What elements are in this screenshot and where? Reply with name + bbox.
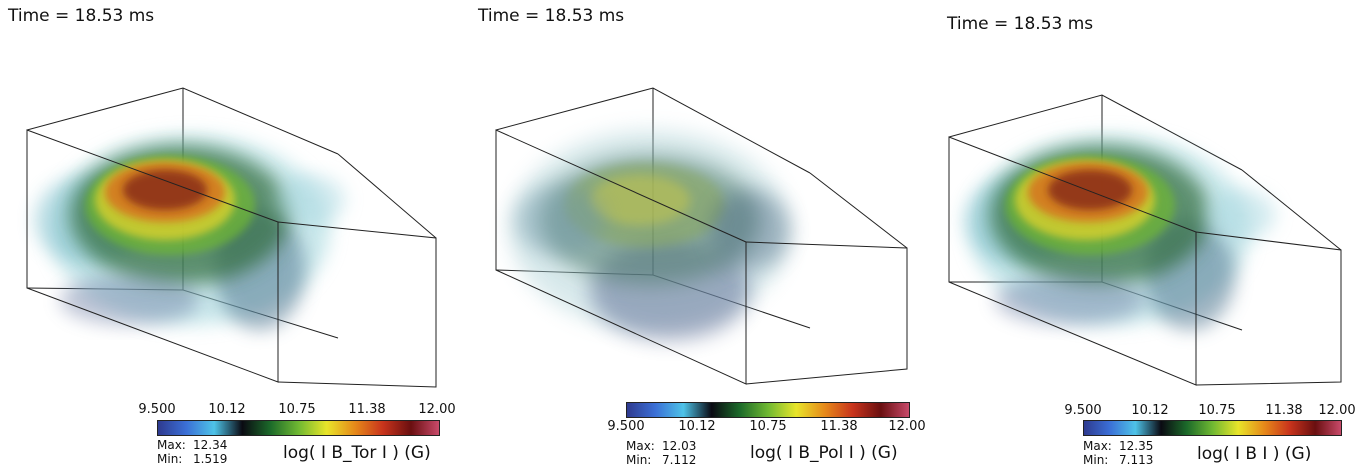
max-value: 12.35	[1119, 439, 1154, 453]
time-label: Time = 18.53 ms	[478, 6, 625, 26]
scale-tick-2: 10.75	[1198, 403, 1236, 418]
min-value: 7.113	[1119, 453, 1154, 467]
scale-tick-0: 9.500	[1064, 403, 1102, 418]
color-scale-gradient	[158, 421, 439, 435]
variable-label: log( I B_Pol I ) (G)	[750, 443, 898, 463]
scale-tick-0: 9.500	[138, 402, 176, 417]
min-label: Min:	[626, 453, 652, 467]
scale-tick-3: 11.38	[1265, 403, 1303, 418]
max-readout: Max: 12.35	[1083, 440, 1153, 453]
panel-btotal: Time = 18.53 ms 9.500	[940, 0, 1371, 471]
max-value: 12.03	[662, 439, 697, 453]
variable-label: log( I B_Tor I ) (G)	[283, 443, 431, 463]
min-label: Min:	[157, 452, 183, 466]
max-label: Max:	[1083, 439, 1112, 453]
variable-label: log( I B I ) (G)	[1197, 444, 1312, 464]
max-readout: Max: 12.34	[157, 439, 227, 452]
volume-render	[948, 94, 1342, 386]
color-scale-bar	[1083, 420, 1342, 436]
magnetic-field-volume	[510, 130, 790, 340]
scale-tick-0: 9.500	[607, 419, 645, 434]
magnetic-field-volume	[965, 135, 1275, 330]
color-scale-bar	[157, 420, 440, 436]
scale-tick-2: 10.75	[749, 419, 787, 434]
color-scale-bar	[626, 402, 910, 418]
volume-render	[26, 87, 437, 388]
panel-bpol: Time = 18.53 ms 9.500 10.12 10.75 11	[470, 0, 930, 471]
min-readout: Min: 7.112	[626, 454, 696, 467]
scale-tick-1: 10.12	[1131, 403, 1169, 418]
scale-tick-3: 11.38	[348, 402, 386, 417]
max-value: 12.34	[193, 438, 228, 452]
color-scale-gradient	[627, 403, 909, 417]
min-readout: Min: 7.113	[1083, 454, 1153, 467]
panel-btor: Time = 18.53 ms	[0, 0, 460, 471]
scale-tick-1: 10.12	[208, 402, 246, 417]
scale-tick-2: 10.75	[278, 402, 316, 417]
max-label: Max:	[626, 439, 655, 453]
volume-render	[495, 87, 908, 385]
scale-tick-3: 11.38	[820, 419, 858, 434]
min-value: 1.519	[193, 452, 228, 466]
time-label: Time = 18.53 ms	[947, 14, 1094, 34]
magnetic-field-volume	[35, 135, 345, 330]
max-label: Max:	[157, 438, 186, 452]
scale-tick-4: 12.00	[418, 402, 456, 417]
min-value: 7.112	[662, 453, 697, 467]
scale-tick-4: 12.00	[1318, 403, 1356, 418]
time-label: Time = 18.53 ms	[8, 6, 155, 26]
color-scale-gradient	[1084, 421, 1341, 435]
min-readout: Min: 1.519	[157, 453, 227, 466]
scale-tick-1: 10.12	[678, 419, 716, 434]
min-label: Min:	[1083, 453, 1109, 467]
max-readout: Max: 12.03	[626, 440, 696, 453]
scale-tick-4: 12.00	[888, 419, 926, 434]
